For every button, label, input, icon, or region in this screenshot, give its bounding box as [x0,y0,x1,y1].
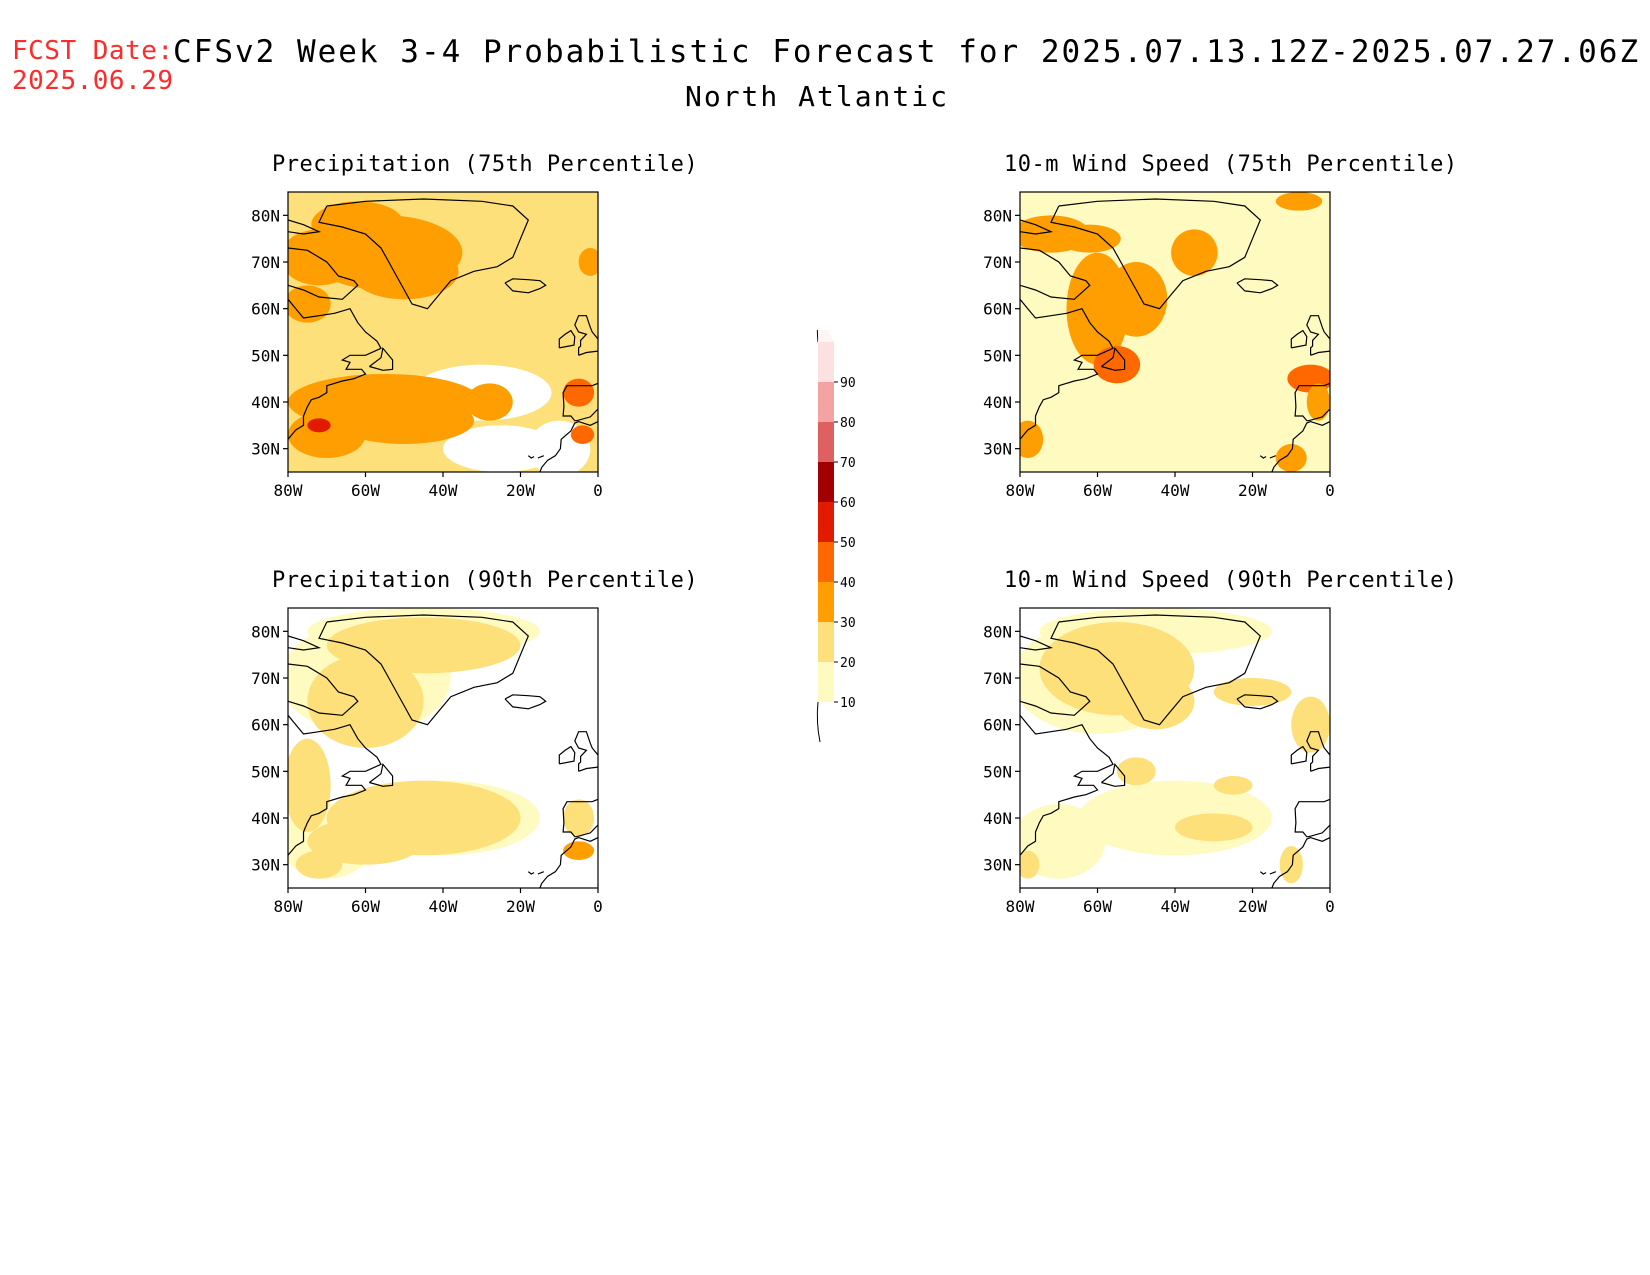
lon-tick-label: 80W [274,481,303,500]
lat-tick-label: 70N [983,669,1012,688]
probability-shading [1020,608,1330,888]
coastlines [1020,614,1330,888]
forecast-date-label: FCST Date: [12,36,174,66]
colorbar-label: 50 [840,536,856,551]
lon-tick-label: 0 [1325,481,1335,500]
lat-tick-label: 70N [251,669,280,688]
lon-tick-label: 40W [1161,897,1190,916]
colorbar-swatch [818,382,834,422]
lon-tick-label: 60W [1083,481,1112,500]
lon-tick-label: 0 [593,897,603,916]
panel-title-precip-90: Precipitation (90th Percentile) [272,568,699,593]
page-title: CFSv2 Week 3-4 Probabilistic Forecast fo… [173,34,1641,70]
colorbar-swatch [818,342,834,382]
lon-tick-label: 20W [506,481,535,500]
lat-tick-label: 30N [983,440,1012,459]
colorbar-label: 90 [840,376,856,391]
lon-tick-label: 40W [1161,481,1190,500]
colorbar-swatch [818,622,834,662]
coastlines [1020,198,1330,472]
lat-tick-label: 60N [251,300,280,319]
colorbar-label: 80 [840,416,856,431]
lon-tick-label: 80W [1006,897,1035,916]
colorbar-label: 60 [840,496,856,511]
region-subtitle: North Atlantic [0,80,1650,113]
lon-tick-label: 20W [1238,481,1267,500]
colorbar-bottom-arrow [816,701,821,743]
lon-tick-label: 80W [1006,481,1035,500]
lat-tick-label: 60N [251,716,280,735]
lat-tick-label: 80N [983,622,1012,641]
lon-tick-label: 40W [429,481,458,500]
colorbar-swatch [818,662,834,702]
lat-tick-label: 80N [251,206,280,225]
lat-tick-label: 50N [251,762,280,781]
lon-tick-label: 80W [274,897,303,916]
lat-tick-label: 50N [983,346,1012,365]
colorbar-swatch [818,542,834,582]
lat-tick-label: 30N [251,440,280,459]
lat-tick-label: 80N [251,622,280,641]
colorbar-label: 40 [840,576,856,591]
coastlines [288,198,598,472]
lat-tick-label: 70N [983,253,1012,272]
map-panel-precip-90: 80N 70N 60N 50N 40N 30N 80W 60W 40W 20W 0 [251,607,603,916]
lon-tick-label: 20W [506,897,535,916]
colorbar-label: 20 [840,656,856,671]
colorbar-top-arrow [816,330,819,343]
probability-shading [288,608,598,888]
colorbar: 10 20 30 40 50 60 70 80 90 [816,330,856,743]
lon-tick-label: 0 [593,481,603,500]
lat-tick-label: 50N [983,762,1012,781]
lat-tick-label: 80N [983,206,1012,225]
lon-tick-label: 60W [351,897,380,916]
panel-title-wind-90: 10-m Wind Speed (90th Percentile) [1004,568,1458,593]
colorbar-label: 10 [840,696,856,711]
lon-tick-label: 40W [429,897,458,916]
colorbar-label: 30 [840,616,856,631]
coastlines [288,614,598,888]
colorbar-label: 70 [840,456,856,471]
colorbar-swatch [818,422,834,462]
lat-tick-label: 70N [251,253,280,272]
forecast-date-value: 2025.06.29 [12,66,174,96]
colorbar-swatch [818,582,834,622]
lat-tick-label: 40N [251,393,280,412]
panel-title-precip-75: Precipitation (75th Percentile) [272,152,699,177]
forecast-date-block: FCST Date: 2025.06.29 [12,36,174,96]
map-panel-wind-75: 80N 70N 60N 50N 40N 30N 80W 60W 40W 20W 0 [983,191,1335,500]
lat-tick-label: 60N [983,716,1012,735]
lat-tick-label: 40N [983,809,1012,828]
lat-tick-label: 50N [251,346,280,365]
lat-tick-label: 60N [983,300,1012,319]
probability-shading [288,192,598,472]
lat-tick-label: 40N [251,809,280,828]
lon-tick-label: 20W [1238,897,1267,916]
lon-tick-label: 60W [351,481,380,500]
lat-tick-label: 30N [983,856,1012,875]
probability-shading [1020,192,1330,472]
region-label: North Atlantic [684,80,949,113]
lon-tick-label: 0 [1325,897,1335,916]
lat-tick-label: 40N [983,393,1012,412]
map-panel-precip-75: 80N 70N 60N 50N 40N 30N 80W 60W 40W 20W 0 [251,191,603,500]
colorbar-swatch [818,462,834,502]
lon-tick-label: 60W [1083,897,1112,916]
panel-title-wind-75: 10-m Wind Speed (75th Percentile) [1004,152,1458,177]
lat-tick-label: 30N [251,856,280,875]
colorbar-swatch [818,502,834,542]
map-panel-wind-90: 80N 70N 60N 50N 40N 30N 80W 60W 40W 20W 0 [983,607,1335,916]
